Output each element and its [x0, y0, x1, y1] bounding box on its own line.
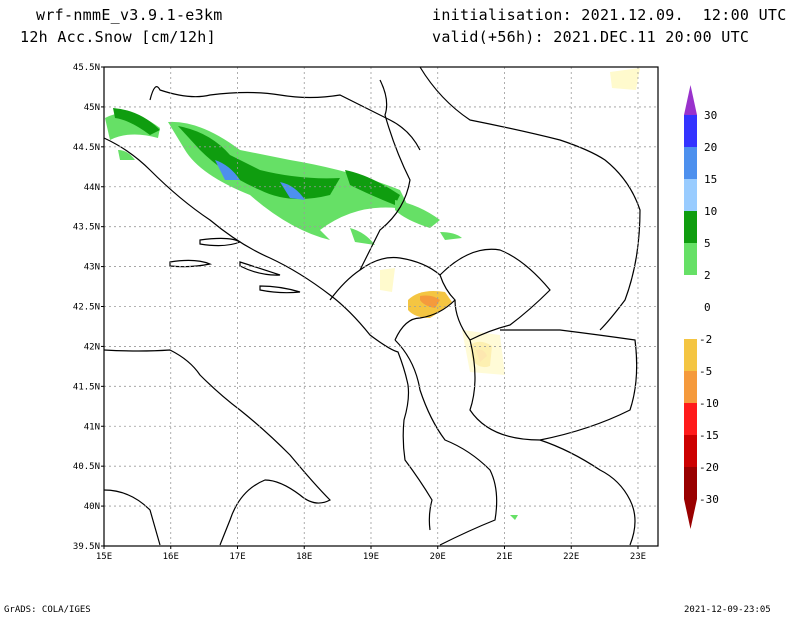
credit-text: GrADS: COLA/IGES	[4, 605, 91, 615]
lon-axis-labels: 15E 16E 17E 18E 19E 20E 21E 22E 23E	[96, 546, 646, 562]
lon-label: 23E	[630, 552, 646, 562]
colorbar-label: -2	[699, 333, 712, 346]
lon-label: 20E	[430, 552, 446, 562]
lat-label: 42.5N	[73, 303, 100, 313]
lat-label: 45N	[84, 103, 100, 113]
model-title: wrf-nmmE_v3.9.1-e3km	[36, 6, 223, 24]
snow-field-layer	[105, 68, 640, 520]
colorbar-segment	[684, 243, 697, 275]
colorbar-label: -10	[699, 397, 719, 410]
timestamp-text: 2021-12-09-23:05	[684, 605, 771, 615]
lon-label: 17E	[229, 552, 245, 562]
colorbar-label: 2	[704, 269, 711, 282]
border-greece	[539, 439, 636, 546]
colorbar-top-arrow	[684, 85, 697, 115]
colorbar-segment	[684, 371, 697, 403]
lon-label: 16E	[163, 552, 179, 562]
lat-label: 44N	[84, 183, 100, 193]
lat-label: 45.5N	[73, 63, 100, 73]
snow-area-positive	[105, 74, 632, 520]
colorbar-segment	[684, 179, 697, 211]
border-macedonia	[469, 329, 638, 441]
colorbar-segment	[684, 211, 697, 243]
lat-label: 44.5N	[73, 143, 100, 153]
colorbar-segment	[684, 275, 697, 307]
border-albania	[394, 339, 498, 546]
border-bosnia-serbia	[329, 79, 411, 301]
colorbar-label: 30	[704, 109, 717, 122]
border-montenegro	[359, 256, 456, 341]
colorbar-label: -15	[699, 429, 719, 442]
colorbar-label: 20	[704, 141, 717, 154]
lat-label: 39.5N	[73, 542, 100, 552]
colorbar	[684, 85, 697, 529]
lat-label: 43.5N	[73, 223, 100, 233]
snow-area-negative	[380, 68, 640, 375]
colorbar-segment	[684, 147, 697, 179]
lon-label: 19E	[363, 552, 379, 562]
island-4	[259, 285, 301, 294]
island-1	[199, 237, 242, 247]
colorbar-label: -5	[699, 365, 712, 378]
lat-label: 41N	[84, 422, 100, 432]
lon-label: 22E	[563, 552, 579, 562]
lat-label: 40.5N	[73, 462, 100, 472]
init-time: initialisation: 2021.12.09. 12:00 UTC	[432, 6, 787, 24]
colorbar-segment	[684, 467, 697, 499]
colorbar-label: 15	[704, 173, 717, 186]
lat-label: 43N	[84, 263, 100, 273]
border-croatia-bosnia	[149, 86, 421, 151]
colorbar-bottom-arrow	[684, 499, 697, 529]
coastline-italy	[103, 349, 331, 546]
colorbar-segment	[684, 115, 697, 147]
island-2	[169, 259, 213, 268]
island-3	[239, 261, 281, 276]
lat-label: 41.5N	[73, 382, 100, 392]
coastline	[103, 137, 433, 531]
colorbar-label: 10	[704, 205, 717, 218]
colorbar-segment	[684, 403, 697, 435]
border-serbia-east	[419, 66, 641, 331]
lat-label: 40N	[84, 502, 100, 512]
lon-label: 15E	[96, 552, 112, 562]
lat-label: 42N	[84, 342, 100, 352]
colorbar-label: -20	[699, 461, 719, 474]
colorbar-segment	[684, 339, 697, 371]
field-title: 12h Acc.Snow [cm/12h]	[20, 28, 216, 46]
colorbar-label: 0	[704, 301, 711, 314]
colorbar-label: -30	[699, 493, 719, 506]
colorbar-label: 5	[704, 237, 711, 250]
lon-label: 21E	[496, 552, 512, 562]
colorbar-segment	[684, 307, 697, 339]
grid-lines	[104, 67, 658, 546]
border-kosovo	[439, 248, 551, 341]
valid-time: valid(+56h): 2021.DEC.11 20:00 UTC	[432, 28, 750, 46]
colorbar-segment	[684, 435, 697, 467]
coastline-italy-heel	[103, 489, 161, 546]
lon-label: 18E	[296, 552, 312, 562]
coastline-borders	[103, 66, 641, 546]
lat-axis-labels: 39.5N 40N 40.5N 41N 41.5N 42N 42.5N 43N 43.5N 44N…	[73, 63, 104, 552]
